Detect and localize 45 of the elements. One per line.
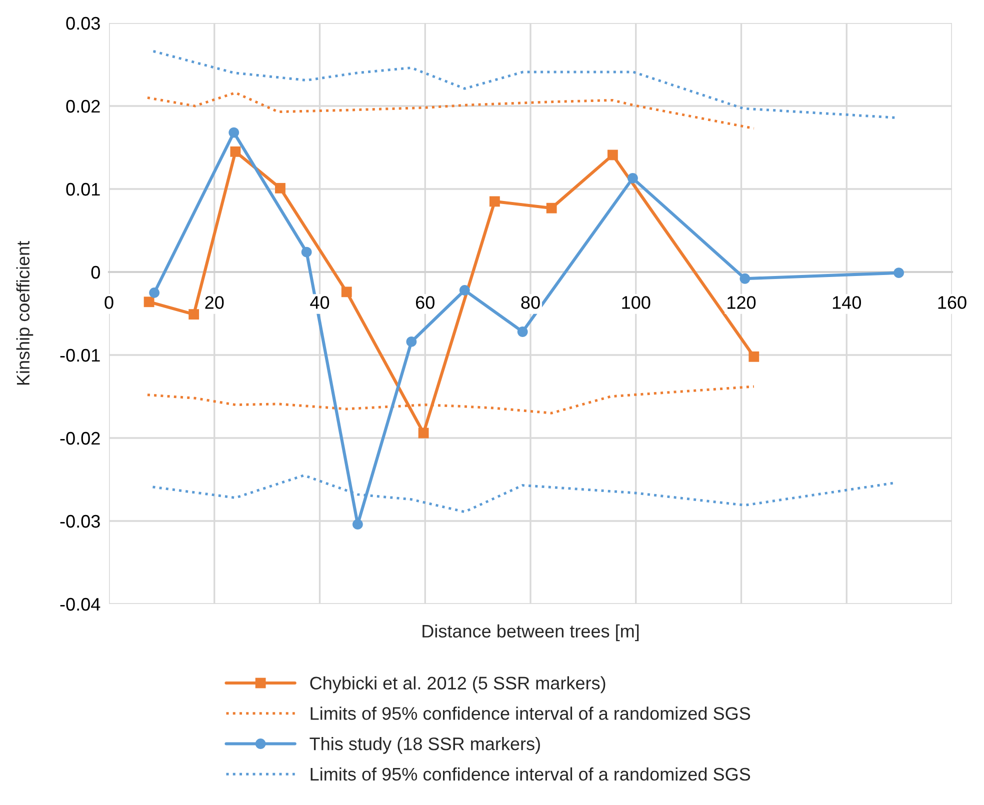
y-tick-label: 0 [91,266,100,279]
point [275,182,286,194]
y-tick-label: -0.04 [60,598,100,611]
point [352,519,363,530]
x-tick-label: 60 [416,296,434,309]
y-tick-label: -0.03 [60,514,100,528]
point [489,196,500,207]
y-tick-label: 0.03 [66,16,100,30]
point [230,146,241,157]
point [418,428,429,438]
point [149,288,160,298]
point [228,127,240,138]
x-tick-label: 80 [521,296,540,309]
point [341,286,352,298]
legend-label: Limits of 95% confidence interval of a randomized SGS [310,767,750,781]
point [748,351,760,362]
y-tick-label: -0.02 [60,432,100,445]
point [144,296,154,308]
x-tick-label: 160 [938,296,966,309]
y-axis-title: Kinship coefficient [16,241,34,385]
point [301,246,312,258]
legend-label: Limits of 95% confidence interval of a randomized SGS [310,706,750,720]
point [628,173,638,184]
legend-label: This study (18 SSR markers) [310,736,540,754]
x-tick-label: 120 [728,296,756,309]
point [406,336,417,347]
x-tick-label: 140 [832,296,861,309]
x-tick-label: 20 [205,296,224,309]
point [517,326,528,337]
point [607,150,618,160]
point [546,202,557,214]
line-series [146,91,756,130]
y-tick-label: -0.01 [60,348,100,362]
x-tick-label: 40 [310,296,330,309]
point [188,309,200,320]
x-axis-title: Distance between trees [m] [422,624,639,642]
x-tick-label: 0 [104,296,114,309]
point [894,268,904,278]
y-tick-label: 0.01 [66,182,100,196]
point [459,285,470,296]
legend-label: Chybicki et al. 2012 (5 SSR markers) [310,676,606,694]
line-series [152,50,896,119]
y-tick-label: 0.02 [66,100,100,113]
point [740,273,750,284]
x-tick-label: 100 [622,296,650,309]
